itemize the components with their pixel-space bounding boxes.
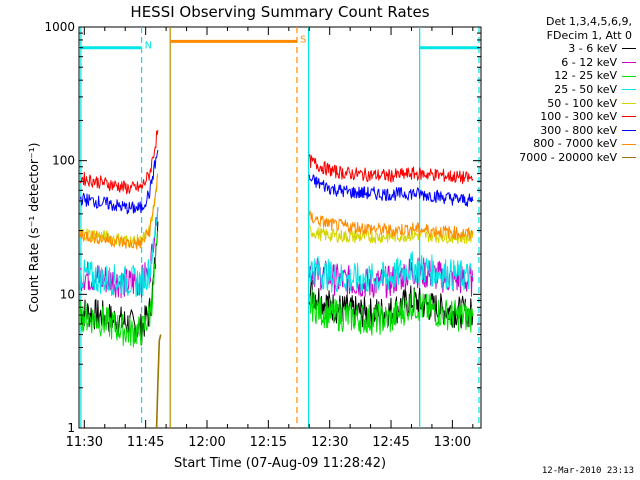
legend-entry-label: 25 - 50 keV	[554, 82, 617, 96]
series-line-7-0	[79, 173, 159, 250]
series-line-6-0	[79, 150, 159, 215]
x-tick-label-6: 13:00	[434, 435, 471, 450]
y-tick-label-1: 10	[60, 287, 75, 301]
series-line-3-1	[308, 251, 474, 293]
plot-frame	[78, 26, 482, 429]
legend-entry-label: 100 - 300 keV	[540, 110, 617, 124]
legend-entry-7: 800 - 7000 keV	[480, 137, 636, 151]
series-line-3-0	[79, 206, 159, 298]
x-tick-label-5: 12:45	[372, 435, 409, 450]
y-axis-label: Count Rate (s⁻¹ detector⁻¹)	[26, 143, 41, 313]
series-line-4-1	[308, 224, 474, 245]
legend-swatch	[622, 89, 636, 91]
legend-entry-8: 7000 - 20000 keV	[480, 151, 636, 165]
legend-entries: 3 - 6 keV 6 - 12 keV 12 - 25 keV 25 - 50 ke…	[480, 42, 636, 164]
legend-swatch	[622, 102, 636, 104]
legend-entry-6: 300 - 800 keV	[480, 124, 636, 138]
generation-timestamp: 12-Mar-2010 23:13	[541, 466, 634, 476]
legend-entry-label: 800 - 7000 keV	[533, 137, 617, 151]
legend-swatch	[622, 75, 636, 77]
axis-ticks: 1 10 100 1000 11:30 11:45 12:00 12:15 12:30 12:45…	[44, 20, 481, 450]
series-line-6-1	[308, 174, 474, 207]
legend-entry-3: 25 - 50 keV	[480, 83, 636, 97]
legend-swatch	[622, 116, 636, 118]
legend-swatch	[622, 130, 636, 132]
segment-label-0: N	[145, 41, 152, 52]
legend-entry-label: 12 - 25 keV	[554, 69, 617, 83]
x-tick-label-0: 11:30	[66, 435, 103, 450]
series-line-5-1	[308, 154, 474, 185]
y-tick-label-2: 100	[52, 154, 75, 168]
legend: Det 1,3,4,5,6,9, FDecim 1, Att 0 3 - 6 k…	[480, 15, 636, 165]
legend-entry-2: 12 - 25 keV	[480, 69, 636, 83]
legend-entry-label: 6 - 12 keV	[561, 55, 617, 69]
segment-label-1: S	[300, 34, 306, 45]
x-tick-label-3: 12:15	[250, 435, 287, 450]
series-line-5-0	[79, 129, 159, 195]
legend-header-line-2: FDecim 1, Att 0	[546, 28, 632, 42]
series-line-8-0	[155, 334, 162, 429]
legend-entry-label: 50 - 100 keV	[547, 96, 617, 110]
chart-title: HESSI Observing Summary Count Rates	[130, 3, 429, 21]
legend-swatch	[622, 48, 636, 50]
x-tick-label-1: 11:45	[127, 435, 164, 450]
series-line-7-1	[308, 210, 474, 240]
vertical-markers	[80, 27, 480, 428]
x-tick-label-2: 12:00	[188, 435, 225, 450]
y-tick-label-0: 1	[67, 421, 75, 435]
legend-header-line-1: Det 1,3,4,5,6,9,	[545, 15, 632, 28]
x-axis-label: Start Time (07-Aug-09 11:28:42)	[174, 456, 386, 471]
legend-entry-label: 300 - 800 keV	[540, 123, 617, 137]
series-line-2-1	[308, 289, 474, 336]
legend-entry-label: 7000 - 20000 keV	[519, 150, 617, 164]
legend-swatch	[622, 157, 636, 159]
legend-entry-0: 3 - 6 keV	[480, 42, 636, 56]
legend-swatch	[622, 143, 636, 145]
legend-entry-5: 100 - 300 keV	[480, 110, 636, 124]
y-tick-label-3: 1000	[44, 20, 75, 34]
attenuator-segments: NS	[79, 34, 479, 52]
legend-swatch	[622, 62, 636, 64]
series-lines	[79, 129, 474, 429]
legend-entry-4: 50 - 100 keV	[480, 97, 636, 111]
legend-entry-label: 3 - 6 keV	[568, 42, 617, 56]
x-tick-label-4: 12:30	[311, 435, 348, 450]
legend-entry-1: 6 - 12 keV	[480, 56, 636, 70]
series-line-2-0	[79, 230, 159, 348]
